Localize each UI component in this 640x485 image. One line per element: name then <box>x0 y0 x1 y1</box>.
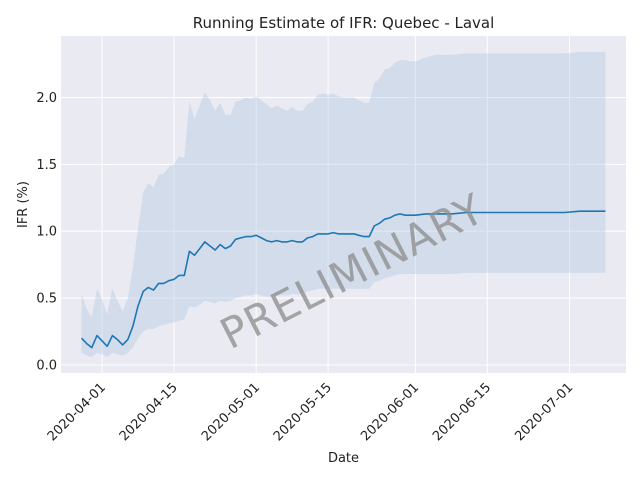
plot-area <box>61 36 626 373</box>
ifr-estimate-line <box>80 210 606 349</box>
y-tick-label: 0.5 <box>36 292 57 307</box>
y-tick-label: 0.0 <box>36 358 57 373</box>
x-tick-label: 2020-06-15 <box>430 380 494 444</box>
confidence-band <box>81 52 606 357</box>
x-tick-label: 2020-04-15 <box>117 380 181 444</box>
grid-lines <box>61 36 626 373</box>
x-axis-label: Date <box>328 451 359 466</box>
y-tick-labels: 0.0 0.5 1.0 1.5 2.0 <box>36 91 57 373</box>
x-tick-label: 2020-05-01 <box>199 380 263 444</box>
y-tick-label: 1.5 <box>36 158 57 173</box>
x-tick-label: 2020-06-01 <box>358 380 422 444</box>
x-tick-label: 2020-07-01 <box>512 380 576 444</box>
y-tick-label: 2.0 <box>36 91 57 106</box>
chart-title: Running Estimate of IFR: Quebec - Laval <box>193 14 495 32</box>
x-tick-label: 2020-05-15 <box>271 380 335 444</box>
y-axis-label: IFR (%) <box>16 181 31 228</box>
y-tick-label: 1.0 <box>36 225 57 240</box>
x-tick-labels: 2020-04-01 2020-04-15 2020-05-01 2020-05-15… <box>45 380 576 444</box>
x-tick-label: 2020-04-01 <box>45 380 109 444</box>
